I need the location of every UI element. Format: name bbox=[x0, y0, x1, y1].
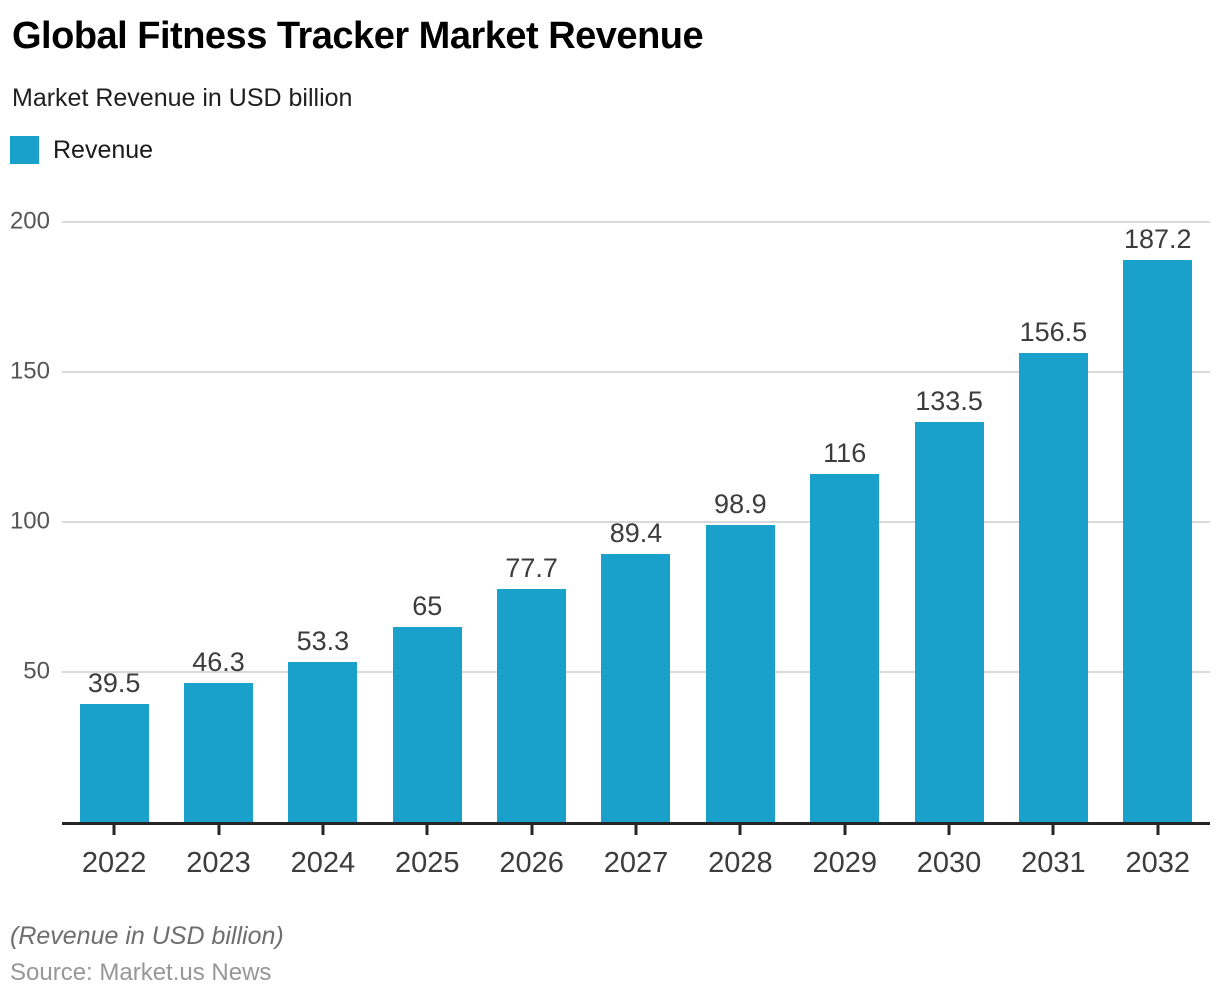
bar-2023 bbox=[184, 683, 254, 822]
x-axis-tick bbox=[425, 825, 429, 835]
y-axis-tick-label: 200 bbox=[9, 207, 50, 235]
bar-2028 bbox=[705, 525, 775, 822]
y-axis-tick-label: 50 bbox=[23, 657, 50, 685]
x-axis-labels: 2022 2023 2024 2025 2026 2027 2028 2029 2030 2031… bbox=[62, 847, 1210, 880]
bar-slot-2028: 98.9 bbox=[688, 222, 792, 835]
bar-value-label: 133.5 bbox=[915, 385, 983, 416]
bar-2029 bbox=[810, 474, 880, 822]
bar-2022 bbox=[79, 703, 149, 822]
bar-slot-2023: 46.3 bbox=[166, 222, 270, 835]
chart-legend: Revenue bbox=[10, 136, 1220, 164]
revenue-bar-chart: 50 100 150 200 39.5 46.3 53.3 65 77.7 89.4 98.9 11… bbox=[0, 209, 1210, 880]
bar-2026 bbox=[497, 588, 567, 822]
x-axis-tick bbox=[738, 825, 742, 835]
bar-slot-2024: 53.3 bbox=[271, 222, 375, 835]
bar-2027 bbox=[601, 553, 671, 822]
bar-series: 39.5 46.3 53.3 65 77.7 89.4 98.9 116 133.5 156.5 1… bbox=[62, 222, 1210, 835]
x-axis-label-2027: 2027 bbox=[603, 847, 669, 879]
gridline-150 bbox=[62, 371, 1210, 373]
legend-label: Revenue bbox=[53, 135, 154, 164]
gridline-100 bbox=[62, 521, 1210, 523]
chart-footnote: (Revenue in USD billion) bbox=[10, 921, 284, 950]
legend-swatch-icon bbox=[10, 136, 39, 164]
bar-2024 bbox=[288, 662, 358, 822]
bar-value-label: 89.4 bbox=[609, 517, 663, 548]
bar-slot-2022: 39.5 bbox=[62, 222, 166, 835]
bar-slot-2032: 187.2 bbox=[1106, 222, 1210, 835]
y-axis-tick-label: 150 bbox=[9, 357, 50, 385]
bar-value-label: 53.3 bbox=[296, 626, 350, 657]
infographic-page: Global Fitness Tracker Market Revenue Ma… bbox=[0, 14, 1220, 994]
x-axis-tick bbox=[217, 825, 221, 835]
bar-value-label: 116 bbox=[823, 438, 867, 468]
x-axis-label-2030: 2030 bbox=[916, 847, 982, 879]
bar-value-label: 65 bbox=[412, 591, 443, 621]
source-credit: Source: Market.us News bbox=[10, 958, 272, 986]
x-axis-tick bbox=[634, 825, 638, 835]
bar-value-label: 46.3 bbox=[192, 647, 245, 678]
x-axis-tick bbox=[1051, 825, 1055, 835]
bar-value-label: 77.7 bbox=[505, 552, 558, 583]
x-axis-label-2029: 2029 bbox=[812, 847, 877, 879]
page-title: Global Fitness Tracker Market Revenue bbox=[12, 15, 704, 57]
x-axis-label-2025: 2025 bbox=[395, 847, 460, 879]
bar-slot-2029: 116 bbox=[793, 222, 897, 835]
bar-slot-2031: 156.5 bbox=[1001, 222, 1105, 835]
chart-subtitle: Market Revenue in USD billion bbox=[12, 84, 353, 112]
plot-area: 39.5 46.3 53.3 65 77.7 89.4 98.9 116 133.5 156.5 1… bbox=[62, 221, 1210, 835]
bar-value-label: 187.2 bbox=[1123, 224, 1192, 255]
x-axis-tick bbox=[947, 825, 951, 835]
x-axis-label-2022: 2022 bbox=[81, 847, 147, 879]
x-axis-label-2023: 2023 bbox=[186, 847, 251, 879]
bar-2030 bbox=[914, 421, 984, 822]
bar-2032 bbox=[1123, 260, 1193, 822]
x-axis-label-2026: 2026 bbox=[499, 847, 564, 879]
x-axis-tick bbox=[530, 825, 534, 835]
bar-slot-2030: 133.5 bbox=[897, 222, 1001, 835]
x-axis-label-2031: 2031 bbox=[1021, 847, 1086, 879]
bar-2025 bbox=[392, 627, 462, 822]
x-axis-tick bbox=[843, 825, 847, 835]
bar-value-label: 156.5 bbox=[1019, 316, 1088, 347]
x-axis-tick bbox=[112, 825, 116, 835]
bar-slot-2027: 89.4 bbox=[584, 222, 688, 835]
x-axis-tick bbox=[321, 825, 325, 835]
y-axis-tick-label: 100 bbox=[9, 507, 50, 535]
bar-value-label: 39.5 bbox=[87, 667, 141, 698]
bar-value-label: 98.9 bbox=[714, 489, 767, 520]
x-axis-label-2024: 2024 bbox=[290, 847, 356, 879]
x-axis-label-2028: 2028 bbox=[708, 847, 773, 879]
bar-slot-2026: 77.7 bbox=[479, 222, 583, 835]
gridline-200 bbox=[62, 221, 1210, 223]
bar-2031 bbox=[1018, 352, 1088, 822]
x-axis-tick bbox=[1156, 825, 1160, 835]
x-axis-label-2032: 2032 bbox=[1125, 847, 1191, 879]
bar-slot-2025: 65 bbox=[375, 222, 479, 835]
